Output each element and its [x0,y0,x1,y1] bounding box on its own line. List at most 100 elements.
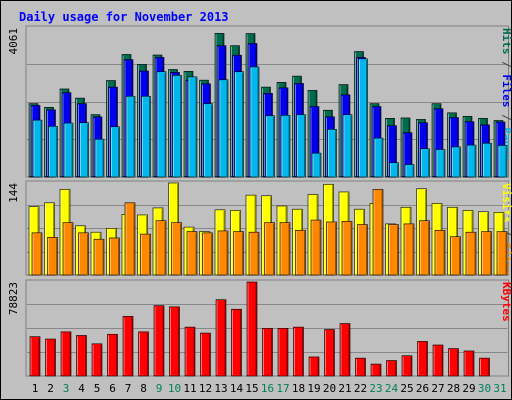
x-tick-label: 11 [183,382,196,395]
bar [138,331,149,377]
bar [91,343,103,377]
bar [217,230,229,276]
bar [417,341,428,377]
bar [293,326,304,377]
bar [451,146,461,178]
bar [248,231,260,276]
axis-max-label: 4061 [7,28,20,55]
bar [140,233,151,276]
bar [203,103,213,178]
x-tick-label: 1 [32,382,39,395]
x-tick-label: 14 [230,382,244,395]
series-kbytes [29,281,490,377]
x-tick-label: 21 [338,382,351,395]
axis-series-label: KBytes [500,282,512,322]
bar [231,308,242,377]
bar [481,231,492,276]
bar [370,363,382,377]
bar [497,145,508,178]
bar [31,232,43,276]
bar [401,355,413,377]
x-tick-label: 23 [369,382,382,395]
x-tick-label: 16 [261,382,274,395]
x-tick-label: 29 [462,382,475,395]
bar [186,231,198,276]
panel-kbytes: 78823 KBytes [7,279,512,377]
bar [29,336,41,377]
bar [234,71,244,178]
bar [45,338,56,377]
x-tick-label: 25 [400,382,413,395]
x-tick-label: 13 [214,382,227,395]
x-tick-label: 6 [109,382,116,395]
bar [94,138,105,178]
bar [63,122,74,178]
x-tick-label: 28 [447,382,460,395]
bar [420,148,430,178]
x-tick-label: 5 [94,382,101,395]
bar [47,237,58,276]
bar [60,331,72,377]
x-tick-label: 27 [431,382,444,395]
x-tick-label: 8 [140,382,147,395]
x-tick-label: 20 [323,382,336,395]
bar [249,66,260,178]
bar [79,122,89,178]
bar [76,335,87,377]
bar [339,323,351,377]
x-tick-label: 22 [354,382,367,395]
bar [187,76,198,178]
bar [358,58,368,178]
bar [277,327,289,377]
bar [295,229,306,276]
bar [326,221,337,276]
bar [296,114,306,178]
bar [419,220,430,276]
bar [265,115,275,178]
bar [125,95,136,178]
series-sites [31,189,508,276]
bar [463,350,475,377]
bar [450,236,461,276]
x-tick-label: 4 [78,382,85,395]
bar [341,221,353,276]
bar [373,137,384,178]
x-tick-label: 15 [245,382,258,395]
bar [172,75,182,178]
bar [122,316,134,377]
axis-label-part: Hits [500,28,512,55]
bar [434,229,446,276]
bar [246,281,258,377]
bar [389,162,399,178]
x-tick-label: 31 [493,382,506,395]
bar [262,327,273,377]
x-tick-label: 2 [47,382,54,395]
bar [466,144,477,178]
axis-label-part: / [500,55,512,75]
bar [202,232,213,276]
axis-max-label: 78823 [7,282,20,315]
bar [327,129,337,178]
bar [403,223,415,276]
bar [404,164,415,178]
chart-title: Daily usage for November 2013 [19,10,229,24]
bar [110,126,120,178]
bar [93,238,105,276]
bar [310,219,322,276]
bar [200,332,211,377]
bar [324,329,335,377]
bar [78,232,89,276]
axis-label-part: Files [500,74,512,107]
bar [496,231,508,276]
bar [482,142,492,178]
x-tick-label: 24 [385,382,399,395]
panel-hits_files_pages: 4061 Hits / Files / Pages [7,25,512,178]
series-pages [32,58,508,178]
bar [48,126,58,178]
x-tick-label: 18 [292,382,305,395]
x-tick-label: 26 [416,382,429,395]
bar [342,114,353,178]
bar [386,360,397,377]
